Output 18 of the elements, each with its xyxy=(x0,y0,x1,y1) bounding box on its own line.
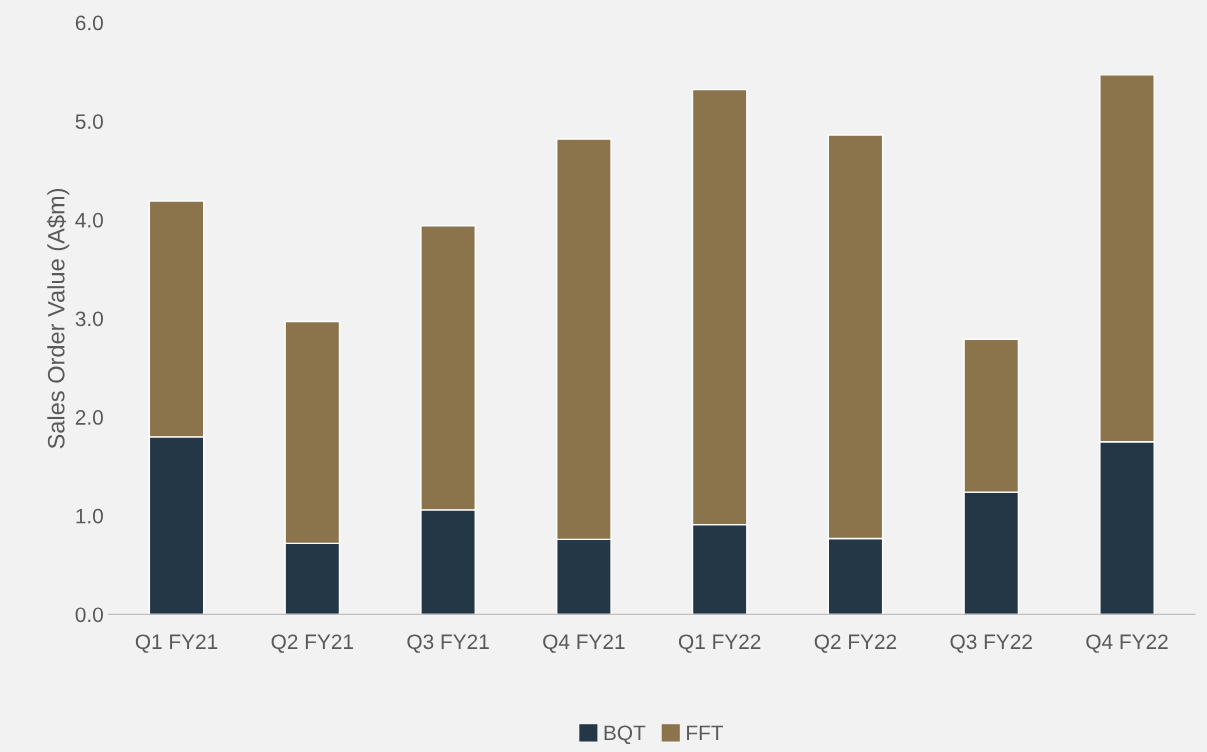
y-tick-label: 3.0 xyxy=(75,311,103,327)
x-tick-label: Q4 FY21 xyxy=(543,634,625,653)
y-tick-label: 5.0 xyxy=(75,114,103,129)
legend-label: FFT xyxy=(687,725,724,741)
y-tick-label: 6.0 xyxy=(75,15,103,31)
y-axis-title: Sales Order Value (A$m) xyxy=(46,188,70,449)
y-tick-label: 2.0 xyxy=(75,410,103,425)
x-tick-label: Q3 FY22 xyxy=(950,634,1032,653)
y-tick-label: 0.0 xyxy=(75,607,103,623)
x-tick-label: Q2 FY21 xyxy=(271,634,353,653)
x-tick-label: Q4 FY22 xyxy=(1086,634,1168,653)
x-tick-label: Q2 FY22 xyxy=(814,634,897,653)
legend-label: BQT xyxy=(604,725,646,745)
y-tick-label: 4.0 xyxy=(75,212,103,228)
y-tick-label: 1.0 xyxy=(76,508,103,524)
x-tick-label: Q3 FY21 xyxy=(407,634,489,653)
x-tick-label: Q1 FY21 xyxy=(135,634,218,653)
x-tick-label: Q1 FY22 xyxy=(678,634,761,653)
